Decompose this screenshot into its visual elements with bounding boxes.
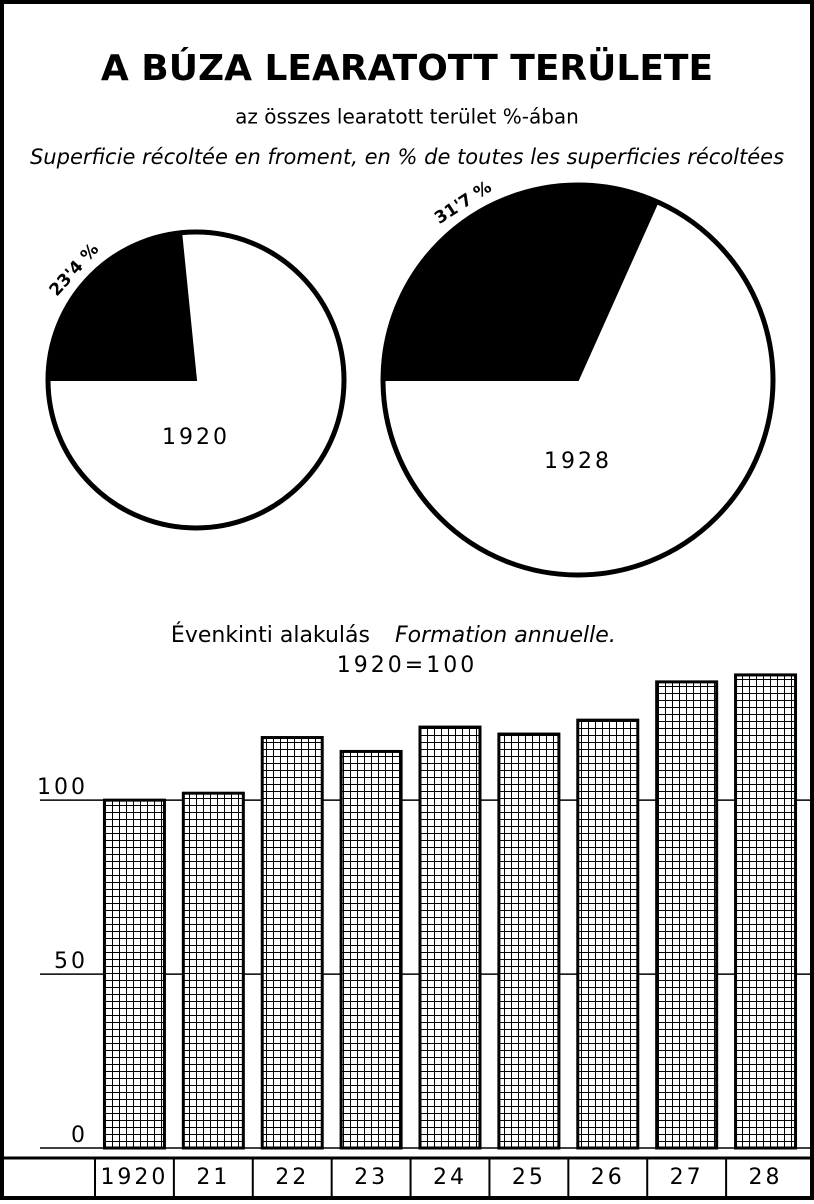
x-tick-label: 23 (354, 1165, 388, 1190)
title: A BÚZA LEARATOTT TERÜLETE (101, 47, 713, 89)
subtitle-fr: Superficie récoltée en froment, en % de … (30, 145, 784, 169)
pie-label: 1928 (544, 449, 612, 474)
pie-slice (381, 184, 660, 381)
x-tick-label: 21 (196, 1165, 230, 1190)
bar (418, 725, 482, 1150)
x-tick-label: 22 (275, 1165, 309, 1190)
x-tick-label: 1920 (100, 1165, 168, 1190)
y-tick-label: 50 (54, 949, 88, 974)
y-tick-label: 0 (71, 1123, 88, 1148)
x-tick-label: 28 (749, 1165, 783, 1190)
bar (260, 736, 324, 1150)
bar (339, 749, 403, 1150)
pie-label: 1920 (162, 425, 230, 450)
x-tick-label: 26 (591, 1165, 625, 1190)
subtitle: az összes learatott terület %-ában (235, 105, 579, 129)
bar (655, 680, 719, 1150)
bar (181, 791, 245, 1150)
bar-title-fr: Formation annuelle. (395, 623, 616, 648)
x-tick-label: 27 (670, 1165, 704, 1190)
bar (734, 673, 798, 1150)
bar-title: Évenkinti alakulás (171, 622, 370, 648)
y-tick-label: 100 (37, 775, 88, 800)
pie-slice (46, 231, 198, 381)
bar-note: 1920=100 (337, 653, 477, 678)
x-tick-label: 25 (512, 1165, 546, 1190)
x-tick-label: 24 (433, 1165, 467, 1190)
bar (497, 732, 561, 1150)
bar (102, 798, 166, 1150)
bar (576, 718, 640, 1150)
